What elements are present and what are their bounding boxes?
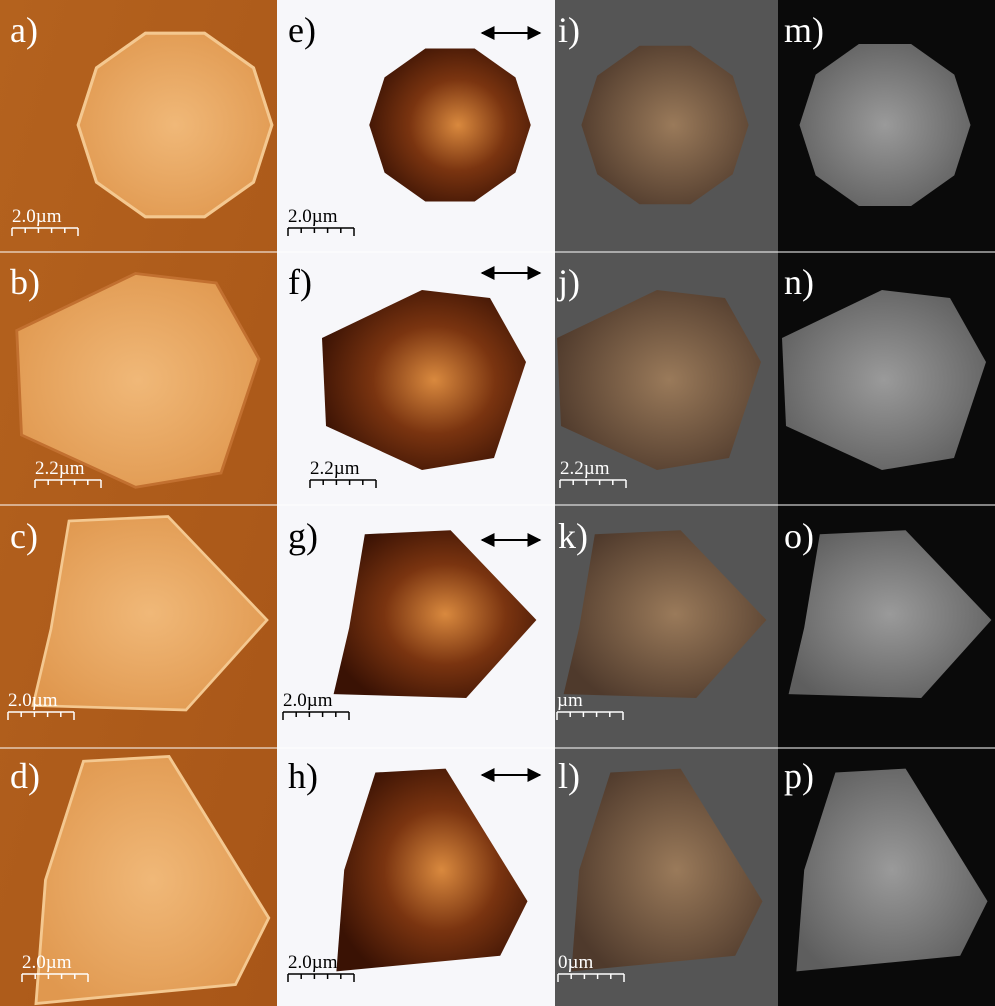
panel-label: e): [288, 10, 316, 50]
panel-label: n): [784, 262, 814, 302]
panel-label: j): [556, 262, 580, 302]
panel-label: a): [10, 10, 38, 50]
panel-label: c): [10, 516, 38, 556]
panel-label: h): [288, 756, 318, 796]
panel-label: f): [288, 262, 312, 302]
scale-bar-label: 2.0µm: [22, 952, 72, 973]
panel-label: d): [10, 756, 40, 796]
scale-bar-label: 2.2µm: [310, 458, 360, 479]
scale-bar-label: 2.0µm: [288, 206, 338, 227]
panel-label: p): [784, 756, 814, 796]
scale-bar-label: 2.2µm: [560, 458, 610, 479]
panel-label: m): [784, 10, 824, 50]
scale-bar-label: 2.2µm: [35, 458, 85, 479]
scale-bar-label: 0µm: [558, 952, 593, 973]
scale-bar-label: 2.0µm: [12, 206, 62, 227]
scale-bar-label: 2.0µm: [288, 952, 338, 973]
panel-label: i): [558, 10, 580, 50]
figure: a) 2.0µm b) 2.2µm c) 2.0µm d) 2.0µm e) 2.0µm f) 2.2…: [0, 0, 995, 1006]
scale-bar-label: 2.0µm: [283, 690, 333, 711]
scale-bar-label: 2.0µm: [8, 690, 58, 711]
panel-label: g): [288, 516, 318, 556]
panel-label: b): [10, 262, 40, 302]
scale-bar-label: µm: [557, 690, 583, 711]
panel-label: l): [558, 756, 580, 796]
panel-label: k): [558, 516, 588, 556]
panel-label: o): [784, 516, 814, 556]
